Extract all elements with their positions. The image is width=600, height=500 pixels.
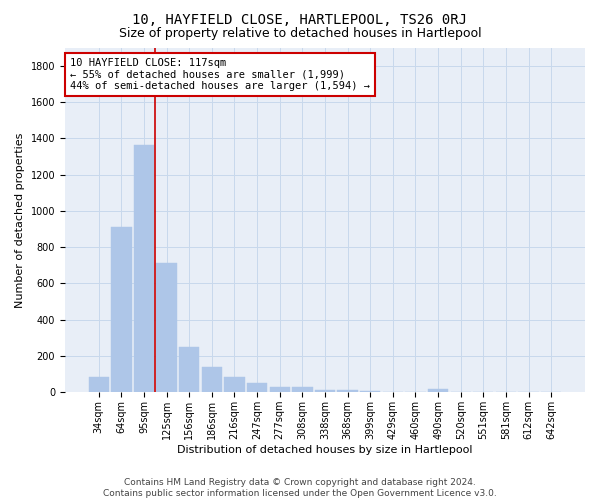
Bar — [428, 388, 448, 392]
Bar — [202, 367, 222, 392]
Bar — [134, 144, 154, 392]
Text: Contains HM Land Registry data © Crown copyright and database right 2024.
Contai: Contains HM Land Registry data © Crown c… — [103, 478, 497, 498]
Bar — [89, 377, 109, 392]
Bar — [224, 377, 245, 392]
Bar — [292, 387, 313, 392]
Y-axis label: Number of detached properties: Number of detached properties — [15, 132, 25, 308]
Bar — [111, 227, 131, 392]
X-axis label: Distribution of detached houses by size in Hartlepool: Distribution of detached houses by size … — [177, 445, 473, 455]
Text: 10 HAYFIELD CLOSE: 117sqm
← 55% of detached houses are smaller (1,999)
44% of se: 10 HAYFIELD CLOSE: 117sqm ← 55% of detac… — [70, 58, 370, 91]
Bar — [157, 264, 177, 392]
Bar — [315, 390, 335, 392]
Text: Size of property relative to detached houses in Hartlepool: Size of property relative to detached ho… — [119, 28, 481, 40]
Bar — [269, 387, 290, 392]
Bar — [179, 347, 199, 393]
Bar — [247, 383, 267, 392]
Text: 10, HAYFIELD CLOSE, HARTLEPOOL, TS26 0RJ: 10, HAYFIELD CLOSE, HARTLEPOOL, TS26 0RJ — [133, 12, 467, 26]
Bar — [337, 390, 358, 392]
